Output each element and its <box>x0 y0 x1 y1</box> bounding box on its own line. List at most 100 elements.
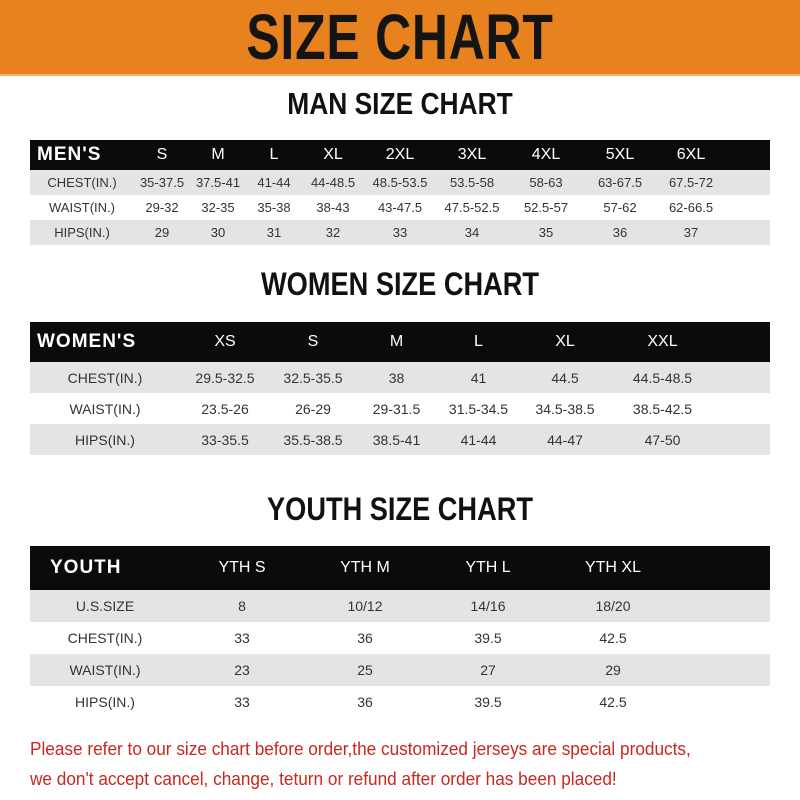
table-cell: 57-62 <box>584 195 656 220</box>
table-cell: 41-44 <box>246 170 302 195</box>
table-cell: 36 <box>304 622 426 654</box>
table-cell: 42.5 <box>550 686 676 718</box>
filler-cell <box>726 140 770 170</box>
table-row: CHEST(IN.) 33 36 39.5 42.5 <box>30 622 770 654</box>
table-cell: 31 <box>246 220 302 245</box>
row-label: HIPS(IN.) <box>30 686 180 718</box>
table-cell: 43-47.5 <box>364 195 436 220</box>
table-cell: 47.5-52.5 <box>436 195 508 220</box>
table-cell: 26-29 <box>270 393 356 424</box>
row-label: WAIST(IN.) <box>30 195 134 220</box>
table-cell: 36 <box>304 686 426 718</box>
size-header-cell: L <box>246 140 302 170</box>
size-header-cell: S <box>134 140 190 170</box>
table-row: WAIST(IN.) 23 25 27 29 <box>30 654 770 686</box>
table-cell: 8 <box>180 590 304 622</box>
table-row: WAIST(IN.) 29-32 32-35 35-38 38-43 43-47.5 47.… <box>30 195 770 220</box>
youth-section-title: YOUTH SIZE CHART <box>267 491 533 527</box>
table-cell: 37.5-41 <box>190 170 246 195</box>
table-cell: 41-44 <box>437 424 520 455</box>
table-cell: 53.5-58 <box>436 170 508 195</box>
table-cell: 62-66.5 <box>656 195 726 220</box>
table-row: WAIST(IN.) 23.5-26 26-29 29-31.5 31.5-34.5 34… <box>30 393 770 424</box>
size-header-cell: 3XL <box>436 140 508 170</box>
table-row: HIPS(IN.) 29 30 31 32 33 34 35 36 37 <box>30 220 770 245</box>
table-cell: 44-47 <box>520 424 610 455</box>
table-cell: 58-63 <box>508 170 584 195</box>
table-cell: 31.5-34.5 <box>437 393 520 424</box>
table-cell: 42.5 <box>550 622 676 654</box>
size-header-cell: 6XL <box>656 140 726 170</box>
table-cell: 29-31.5 <box>356 393 437 424</box>
size-header-cell: 2XL <box>364 140 436 170</box>
size-header-cell: L <box>437 322 520 362</box>
filler-cell <box>676 546 770 590</box>
table-cell: 41 <box>437 362 520 393</box>
table-cell: 38 <box>356 362 437 393</box>
table-cell: 48.5-53.5 <box>364 170 436 195</box>
filler-cell <box>715 322 770 362</box>
table-cell: 33-35.5 <box>180 424 270 455</box>
table-cell: 25 <box>304 654 426 686</box>
size-header-cell: YTH XL <box>550 546 676 590</box>
table-row: HIPS(IN.) 33 36 39.5 42.5 <box>30 686 770 718</box>
size-header-cell: XS <box>180 322 270 362</box>
table-cell: 18/20 <box>550 590 676 622</box>
women-section-title: WOMEN SIZE CHART <box>260 266 540 302</box>
order-notice: Please refer to our size chart before or… <box>30 734 737 794</box>
size-header-cell: M <box>190 140 246 170</box>
row-label: CHEST(IN.) <box>30 170 134 195</box>
table-row: CHEST(IN.) 29.5-32.5 32.5-35.5 38 41 44.5 44.5… <box>30 362 770 393</box>
youth-size-table: YOUTH YTH S YTH M YTH L YTH XL U.S.SIZE 8 10/12… <box>30 546 770 718</box>
table-cell: 36 <box>584 220 656 245</box>
filler-cell <box>726 220 770 245</box>
size-header-cell: 5XL <box>584 140 656 170</box>
title-banner: SIZE CHART <box>0 0 800 76</box>
table-cell: 52.5-57 <box>508 195 584 220</box>
table-cell: 33 <box>180 686 304 718</box>
table-cell: 32 <box>302 220 364 245</box>
table-cell: 37 <box>656 220 726 245</box>
table-cell: 34.5-38.5 <box>520 393 610 424</box>
filler-cell <box>715 393 770 424</box>
table-cell: 29.5-32.5 <box>180 362 270 393</box>
row-label: WAIST(IN.) <box>30 654 180 686</box>
table-cell: 44.5-48.5 <box>610 362 715 393</box>
table-cell: 29 <box>134 220 190 245</box>
table-cell: 35-38 <box>246 195 302 220</box>
table-cell: 39.5 <box>426 686 550 718</box>
row-label: CHEST(IN.) <box>30 362 180 393</box>
table-cell: 38.5-41 <box>356 424 437 455</box>
filler-cell <box>726 170 770 195</box>
table-cell: 29 <box>550 654 676 686</box>
row-label: WAIST(IN.) <box>30 393 180 424</box>
size-header-cell: S <box>270 322 356 362</box>
table-title-cell: MEN'S <box>30 140 134 170</box>
banner-title: SIZE CHART <box>246 1 554 73</box>
table-cell: 35 <box>508 220 584 245</box>
table-cell: 67.5-72 <box>656 170 726 195</box>
filler-cell <box>715 424 770 455</box>
table-cell: 32.5-35.5 <box>270 362 356 393</box>
women-size-table: WOMEN'S XS S M L XL XXL CHEST(IN.) 29.5-32.5 32.5… <box>30 322 770 455</box>
table-row: U.S.SIZE 8 10/12 14/16 18/20 <box>30 590 770 622</box>
table-cell: 14/16 <box>426 590 550 622</box>
filler-cell <box>715 362 770 393</box>
table-cell: 38.5-42.5 <box>610 393 715 424</box>
size-header-cell: M <box>356 322 437 362</box>
size-header-cell: YTH L <box>426 546 550 590</box>
table-cell: 10/12 <box>304 590 426 622</box>
men-header-row: MEN'S S M L XL 2XL 3XL 4XL 5XL 6XL <box>30 140 770 170</box>
table-cell: 63-67.5 <box>584 170 656 195</box>
table-title-cell: WOMEN'S <box>30 322 180 362</box>
row-label: HIPS(IN.) <box>30 424 180 455</box>
men-section-title: MAN SIZE CHART <box>287 86 513 121</box>
youth-header-row: YOUTH YTH S YTH M YTH L YTH XL <box>30 546 770 590</box>
table-cell: 35-37.5 <box>134 170 190 195</box>
size-header-cell: XXL <box>610 322 715 362</box>
row-label: CHEST(IN.) <box>30 622 180 654</box>
order-notice-line-1: Please refer to our size chart before or… <box>30 738 691 759</box>
table-cell: 27 <box>426 654 550 686</box>
order-notice-line-2: we don't accept cancel, change, teturn o… <box>30 768 617 789</box>
table-cell: 34 <box>436 220 508 245</box>
